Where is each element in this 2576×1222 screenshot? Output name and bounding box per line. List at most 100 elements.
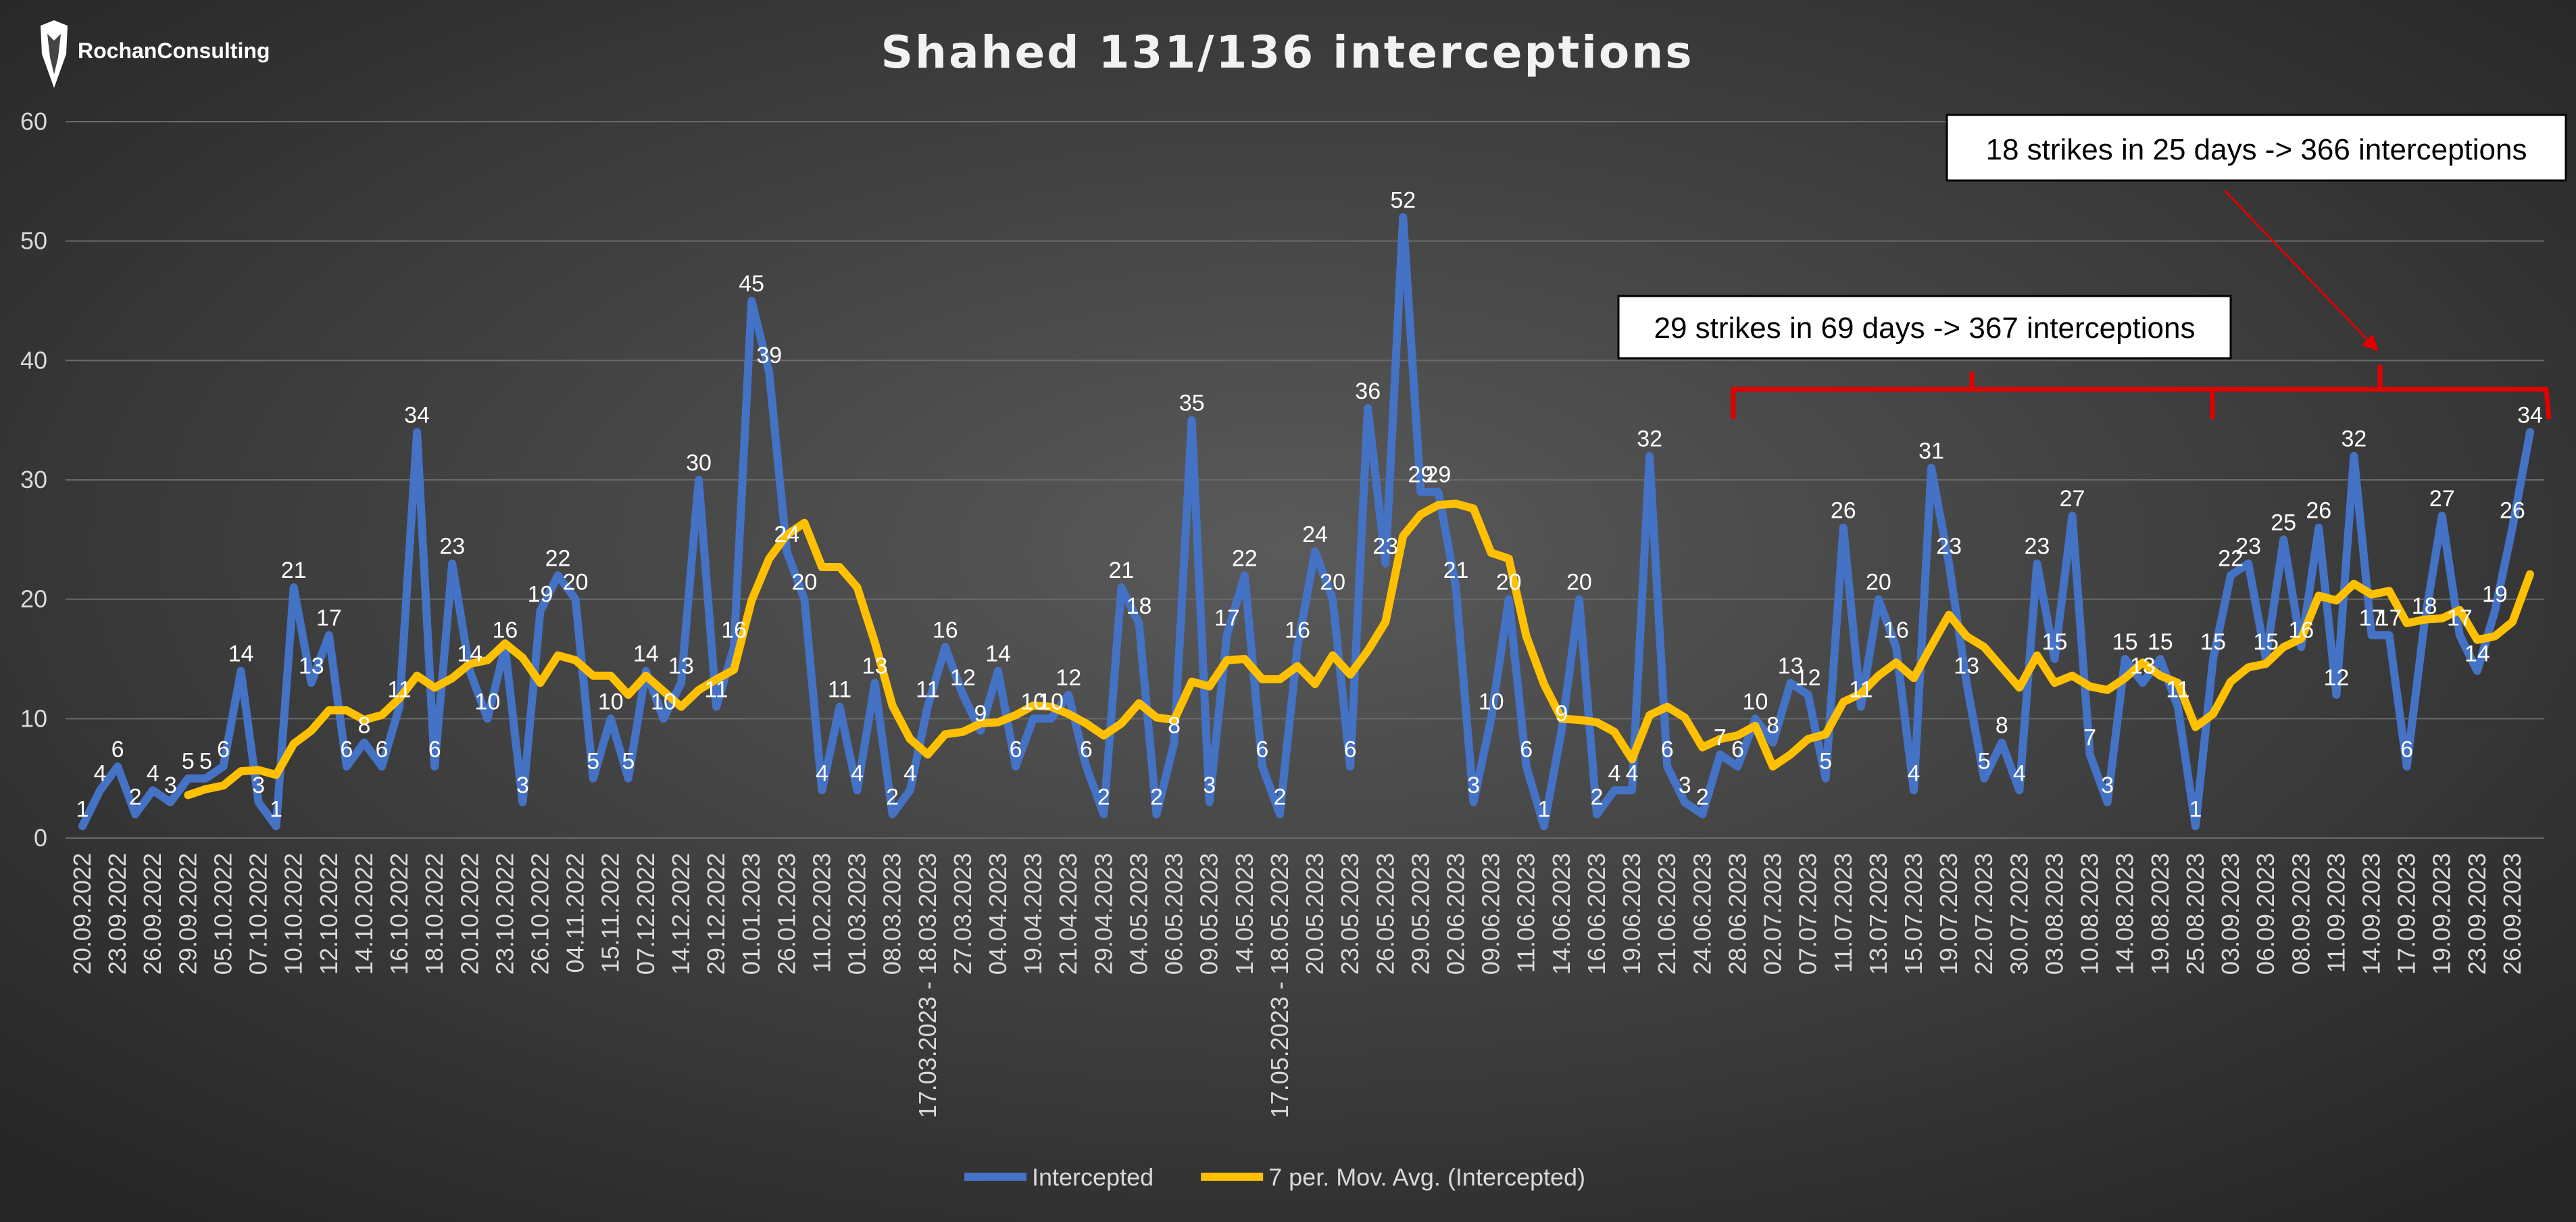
data-label: 3: [1467, 773, 1480, 798]
x-tick-label: 17.03.2023 - 18.03.2023: [914, 853, 941, 1118]
logo-icon-detail: [47, 34, 61, 74]
legend-label: Intercepted: [1032, 1163, 1154, 1191]
data-label: 29: [1426, 462, 1452, 488]
x-tick-label: 01.01.2023: [737, 853, 765, 975]
data-label: 21: [1108, 558, 1134, 583]
x-tick-label: 26.09.2022: [139, 853, 166, 975]
data-label: 20: [1866, 570, 1891, 595]
bracket-ticks: [1969, 365, 2383, 419]
data-label: 15: [2148, 629, 2173, 655]
data-label: 27: [2060, 486, 2085, 512]
x-tick-label: 28.06.2023: [1723, 853, 1751, 975]
series-line: [184, 499, 2534, 800]
y-tick-label: 20: [20, 585, 47, 613]
x-tick-label: 17.05.2023 - 18.05.2023: [1266, 853, 1293, 1118]
data-label: 2: [886, 785, 899, 810]
data-label: 1: [1537, 796, 1550, 822]
data-label: 13: [1954, 653, 1979, 679]
y-tick-label: 0: [34, 824, 47, 852]
x-tick-label: 12.10.2022: [315, 853, 343, 975]
data-label: 4: [1608, 760, 1621, 786]
data-label: 10: [1020, 689, 1046, 714]
x-tick-label: 29.09.2022: [174, 853, 201, 975]
x-tick-label: 14.09.2023: [2357, 853, 2385, 975]
data-label: 32: [2342, 426, 2367, 452]
data-label: 2: [1150, 785, 1163, 810]
data-label: 23: [1936, 534, 1962, 560]
x-tick-label: 19.09.2023: [2428, 853, 2456, 975]
data-label: 10: [1038, 689, 1064, 714]
data-label: 8: [1996, 713, 2008, 739]
data-label: 4: [147, 760, 159, 786]
legend: Intercepted 7 per. Mov. Avg. (Intercepted…: [964, 1163, 1585, 1191]
data-label: 1: [76, 796, 89, 822]
data-label: 17: [2359, 606, 2385, 631]
data-label: 24: [774, 522, 799, 547]
data-label: 1: [270, 796, 282, 822]
x-tick-label: 06.05.2023: [1160, 853, 1188, 975]
annotation-box: [1617, 295, 2232, 360]
data-label: 10: [651, 689, 676, 714]
data-label: 1: [2189, 796, 2202, 822]
y-tick-label: 30: [20, 466, 47, 493]
x-tick-label: 08.09.2023: [2287, 853, 2314, 975]
data-label: 20: [1320, 570, 1345, 595]
data-label: 11: [387, 677, 411, 703]
data-label: 16: [1285, 617, 1310, 643]
data-label: 9: [1555, 701, 1568, 727]
data-label: 10: [474, 689, 500, 714]
x-tick-label: 10.10.2022: [280, 853, 307, 975]
x-tick-label: 07.12.2022: [632, 853, 660, 975]
data-label: 23: [2024, 534, 2050, 560]
y-tick-label: 40: [20, 346, 47, 374]
data-label: 25: [2271, 510, 2296, 535]
legend-label: 7 per. Mov. Avg. (Intercepted): [1268, 1163, 1585, 1191]
x-tick-label: 08.03.2023: [878, 853, 906, 975]
data-label: 20: [791, 570, 817, 595]
data-label: 16: [1883, 617, 1909, 643]
data-label: 22: [545, 545, 571, 571]
data-label: 4: [903, 760, 916, 786]
data-label: 17: [2377, 606, 2402, 631]
data-label: 30: [686, 450, 712, 476]
data-label: 11: [828, 677, 851, 703]
data-label: 6: [1520, 737, 1533, 762]
data-label: 17: [316, 606, 342, 631]
annotation: 29 strikes in 69 days -> 367 interceptio…: [1654, 312, 2195, 345]
x-tick-label: 11.09.2023: [2322, 853, 2350, 973]
data-label: 15: [2042, 629, 2068, 655]
data-label: 4: [1908, 760, 1921, 786]
data-label: 14: [633, 641, 659, 667]
x-tick-label: 20.10.2022: [455, 853, 483, 975]
data-label: 22: [1232, 545, 1258, 571]
data-label: 27: [2429, 486, 2455, 512]
x-tick-label: 29.12.2022: [702, 853, 730, 975]
data-label: 12: [2323, 665, 2349, 691]
data-label: 16: [492, 617, 518, 643]
data-label: 7: [1714, 725, 1727, 750]
data-label: 4: [851, 760, 864, 786]
data-label: 6: [112, 737, 124, 762]
x-tick-label: 06.09.2023: [2252, 853, 2279, 975]
data-label: 6: [1661, 737, 1674, 762]
data-label: 3: [1679, 773, 1691, 798]
x-tick-label: 27.03.2023: [949, 853, 976, 975]
data-label: 14: [457, 641, 482, 667]
x-tick-label: 25.08.2023: [2181, 853, 2209, 975]
data-label: 5: [199, 749, 212, 775]
data-label: 20: [1566, 570, 1592, 595]
x-tick-label: 23.09.2023: [2463, 853, 2491, 975]
data-label: 17: [1214, 606, 1240, 631]
y-tick-label: 50: [20, 227, 47, 255]
x-tick-label: 26.01.2023: [772, 853, 800, 975]
data-label: 4: [94, 760, 107, 786]
y-tick-label: 60: [20, 107, 47, 135]
data-label: 11: [1849, 677, 1873, 703]
x-tick-label: 14.08.2023: [2111, 853, 2139, 975]
data-label: 2: [1696, 785, 1709, 810]
data-label: 13: [2130, 653, 2156, 679]
logo-text: RochanConsulting: [78, 39, 270, 63]
data-label: 2: [1590, 785, 1603, 810]
data-label: 3: [1203, 773, 1216, 798]
